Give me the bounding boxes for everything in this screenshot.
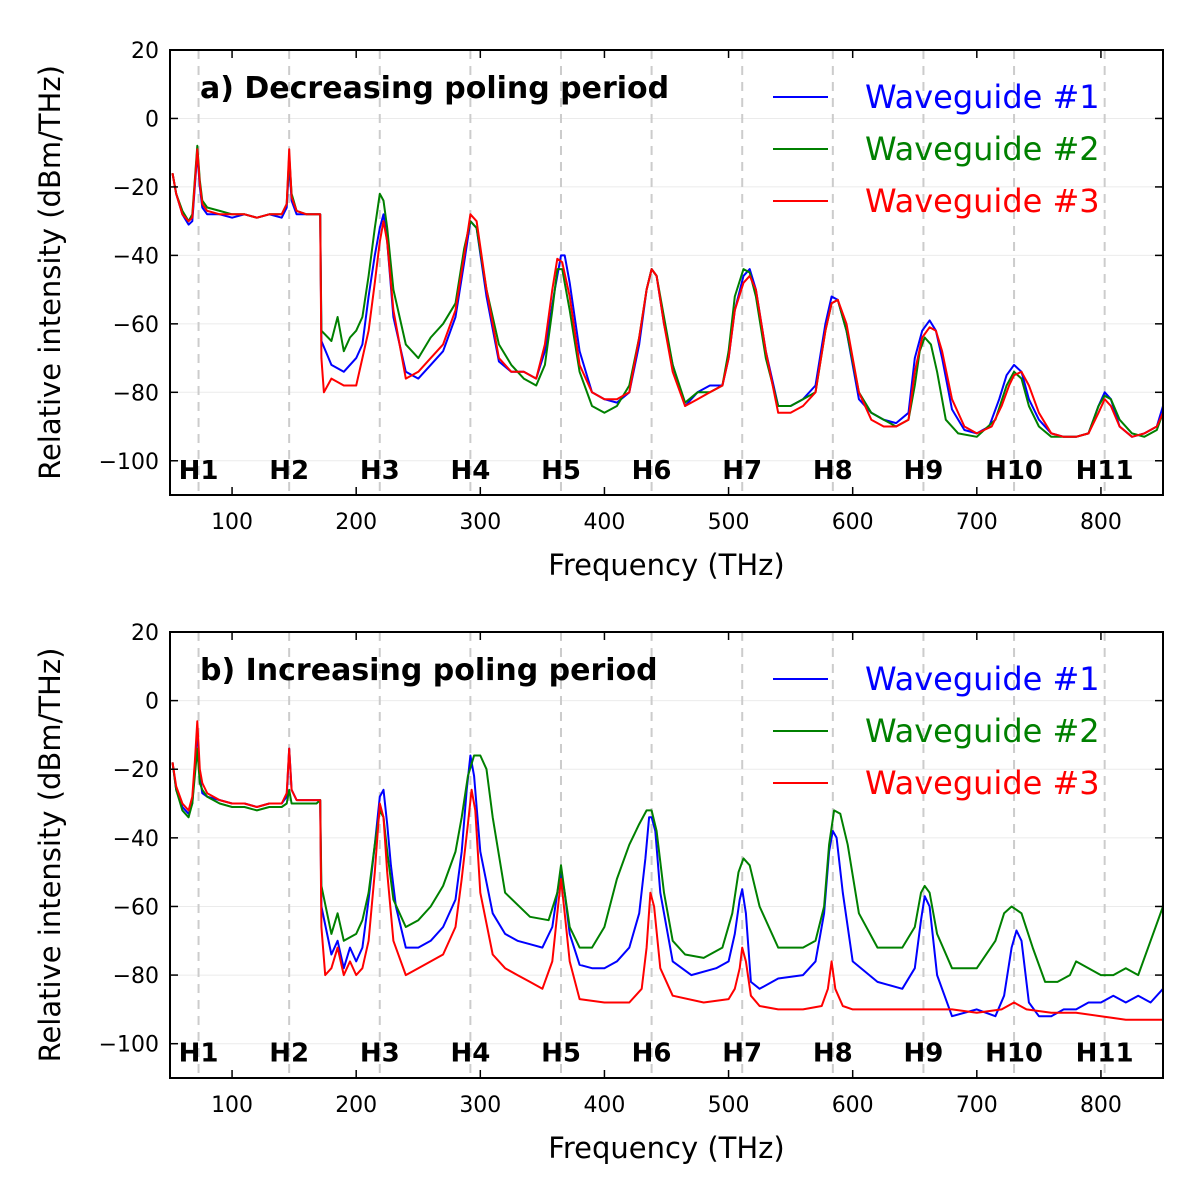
legend-label: Waveguide #2	[865, 130, 1100, 168]
x-tick-label: 800	[1080, 1093, 1122, 1118]
x-tick-label: 400	[583, 1093, 625, 1118]
harmonic-label: H9	[904, 456, 944, 486]
x-tick-label: 500	[708, 510, 750, 535]
harmonic-label: H6	[632, 456, 672, 486]
harmonic-label: H1	[179, 456, 219, 486]
harmonic-label: H4	[450, 456, 490, 486]
harmonic-label: H4	[450, 1039, 490, 1069]
harmonic-label: H2	[269, 1039, 309, 1069]
y-tick-label: 0	[145, 690, 159, 715]
legend-label: Waveguide #3	[865, 182, 1100, 220]
harmonic-label: H1	[179, 1039, 219, 1069]
harmonic-label: H2	[269, 456, 309, 486]
panel-a: 100 200 300 400 500 600 700 800200−20−40−60−80−…	[33, 39, 1164, 582]
x-tick-label: 300	[459, 1093, 501, 1118]
y-tick-label: −40	[113, 244, 159, 269]
harmonic-label: H7	[722, 1039, 762, 1069]
x-axis-label: Frequency (THz)	[548, 548, 784, 582]
x-tick-label: 300	[459, 510, 501, 535]
y-tick-label: −60	[113, 895, 159, 920]
x-tick-label: 700	[956, 510, 998, 535]
y-tick-label: 20	[131, 621, 159, 646]
y-tick-label: −20	[113, 758, 159, 783]
harmonic-label: H5	[541, 1039, 581, 1069]
harmonic-label: H11	[1076, 456, 1134, 486]
x-tick-label: 200	[335, 510, 377, 535]
x-axis-label: Frequency (THz)	[548, 1131, 784, 1165]
y-axis-label: Relative intensity (dBm/THz)	[33, 65, 67, 480]
x-tick-label: 800	[1080, 510, 1122, 535]
x-tick-label: 400	[583, 510, 625, 535]
legend-label: Waveguide #1	[865, 78, 1100, 116]
harmonic-label: H9	[904, 1039, 944, 1069]
x-tick-label: 600	[832, 1093, 874, 1118]
panel-title: b) Increasing poling period	[200, 653, 658, 688]
x-tick-label: 700	[956, 1093, 998, 1118]
y-tick-label: −80	[113, 964, 159, 989]
y-tick-label: −80	[113, 381, 159, 406]
harmonic-label: H10	[985, 1039, 1043, 1069]
harmonic-label: H11	[1076, 1039, 1134, 1069]
harmonic-label: H5	[541, 456, 581, 486]
y-tick-label: 20	[131, 39, 159, 64]
harmonic-label: H7	[722, 456, 762, 486]
harmonic-label: H10	[985, 456, 1043, 486]
y-tick-label: −100	[99, 1033, 159, 1058]
y-tick-label: −100	[99, 450, 159, 475]
y-tick-label: 0	[145, 107, 159, 132]
legend-label: Waveguide #2	[865, 712, 1100, 750]
series-line-waveguide-3	[171, 720, 1163, 1021]
harmonic-label: H3	[360, 1039, 400, 1069]
legend-label: Waveguide #1	[865, 660, 1100, 698]
series-line-waveguide-2	[171, 747, 1164, 983]
y-tick-label: −40	[113, 827, 159, 852]
panel-b: 100 200 300 400 500 600 700 800200−20−40−60−80−…	[33, 621, 1164, 1165]
series-line-waveguide-3	[171, 148, 1164, 438]
x-tick-label: 200	[335, 1093, 377, 1118]
x-tick-label: 100	[211, 1093, 253, 1118]
legend-label: Waveguide #3	[865, 764, 1100, 802]
x-tick-label: 100	[211, 510, 253, 535]
y-tick-label: −20	[113, 176, 159, 201]
harmonic-label: H8	[813, 456, 853, 486]
plot-frame	[169, 49, 1164, 496]
panel-title: a) Decreasing poling period	[200, 71, 669, 106]
harmonic-label: H3	[360, 456, 400, 486]
x-tick-label: 600	[832, 510, 874, 535]
x-tick-label: 500	[708, 1093, 750, 1118]
harmonic-label: H8	[813, 1039, 853, 1069]
y-axis-label: Relative intensity (dBm/THz)	[33, 648, 67, 1063]
harmonic-label: H6	[632, 1039, 672, 1069]
plot-frame	[169, 631, 1164, 1079]
y-tick-label: −60	[113, 313, 159, 338]
